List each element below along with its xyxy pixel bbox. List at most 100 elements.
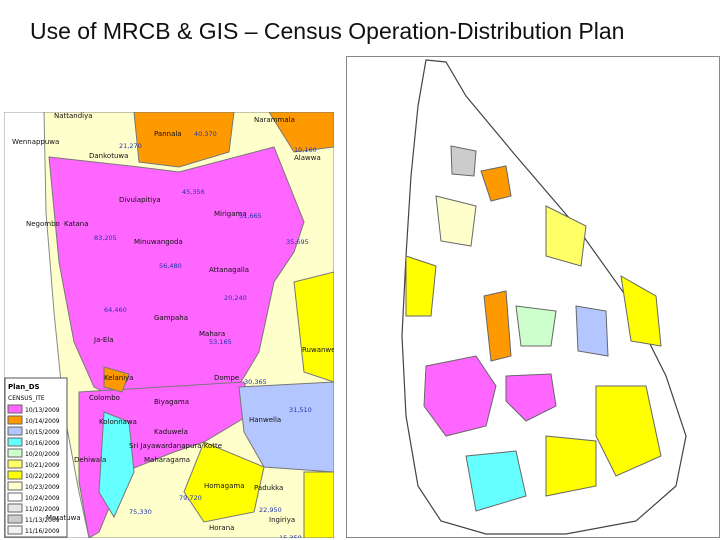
region-magenta bbox=[48, 146, 305, 403]
region-yellow bbox=[183, 441, 265, 523]
place-name: Ingiriya bbox=[269, 516, 295, 524]
figure-label: 64,460 bbox=[104, 306, 127, 314]
place-name: Ja-Ela bbox=[93, 336, 114, 344]
district-map: Plan_DS CENSUS_ITE 10/13/2009 10/14/2009 10/… bbox=[4, 112, 334, 538]
place-name: Colombo bbox=[89, 394, 120, 402]
legend-swatch bbox=[7, 415, 23, 425]
legend-field: CENSUS_ITE bbox=[8, 395, 45, 402]
region-orange bbox=[480, 165, 512, 202]
legend-swatch bbox=[7, 404, 23, 414]
legend-label: 10/15/2009 bbox=[25, 429, 60, 436]
region-pale bbox=[435, 195, 477, 247]
figure-label: 35,695 bbox=[286, 238, 309, 246]
place-name: Katana bbox=[64, 220, 89, 228]
place-name: Dompe bbox=[214, 374, 239, 382]
figure-label: 53,165 bbox=[209, 338, 232, 346]
figure-label: 75,330 bbox=[129, 508, 152, 516]
figure-label: 83,205 bbox=[94, 234, 117, 242]
region-orange bbox=[483, 290, 512, 362]
place-name: Narammala bbox=[254, 116, 295, 124]
legend-swatch bbox=[7, 525, 23, 535]
region-green bbox=[515, 305, 557, 347]
figure-label: 21,270 bbox=[119, 142, 142, 150]
region-gray bbox=[450, 145, 477, 177]
place-name: Attanagalla bbox=[209, 266, 249, 274]
region-yellow bbox=[545, 205, 587, 267]
legend-swatch bbox=[7, 426, 23, 436]
figure-label: 51,665 bbox=[239, 212, 262, 220]
legend-label: 10/20/2009 bbox=[25, 451, 60, 458]
region-yellow bbox=[405, 255, 437, 317]
legend-label: 10/14/2009 bbox=[25, 418, 60, 425]
place-name: Sri Jayawardanapura Kotte bbox=[129, 442, 222, 450]
figure-label: 15,350 bbox=[279, 534, 302, 538]
region-orange bbox=[103, 366, 130, 393]
figure-label: 45,356 bbox=[182, 188, 205, 196]
place-name: Maharagama bbox=[144, 456, 190, 464]
place-name: Dankotuwa bbox=[89, 152, 128, 160]
legend-swatch bbox=[7, 448, 23, 458]
place-name: Homagama bbox=[204, 482, 245, 490]
legend-label: 10/22/2009 bbox=[25, 473, 60, 480]
place-name: Kelaniya bbox=[104, 374, 134, 382]
place-name: Negombo bbox=[26, 220, 60, 228]
legend-label: 10/23/2009 bbox=[25, 484, 60, 491]
place-name: Padukka bbox=[254, 484, 283, 492]
place-name: Divulapitiya bbox=[119, 196, 161, 204]
place-name: Mirigama bbox=[214, 210, 247, 218]
region-cyan bbox=[98, 411, 135, 519]
legend-label: 10/16/2009 bbox=[25, 440, 60, 447]
figure-label: 22,950 bbox=[259, 506, 282, 514]
region-magenta bbox=[423, 355, 497, 437]
place-name: Biyagama bbox=[154, 398, 189, 406]
legend-label: 10/21/2009 bbox=[25, 462, 60, 469]
figure-label: 56,480 bbox=[159, 262, 182, 270]
place-labels: Nattandiya Narammala Wennappuwa Pannala Dank… bbox=[12, 112, 334, 538]
region-yellow bbox=[303, 471, 334, 538]
place-name: Mahara bbox=[199, 330, 225, 338]
place-name: Hanwella bbox=[249, 416, 281, 424]
place-name: Wennappuwa bbox=[12, 138, 59, 146]
region-blue bbox=[238, 381, 334, 473]
legend-label: 10/13/2009 bbox=[25, 407, 60, 414]
place-name: Nattandiya bbox=[54, 112, 93, 120]
figure-label: 31,510 bbox=[289, 406, 312, 414]
region-orange bbox=[133, 112, 235, 168]
place-name: Kolonnawa bbox=[99, 418, 137, 426]
region-yellow bbox=[293, 271, 334, 383]
island-map bbox=[346, 56, 720, 538]
place-name: Ruwanwella bbox=[302, 346, 334, 354]
figure-label: 10,160 bbox=[294, 146, 317, 154]
place-name: Moratuwa bbox=[46, 514, 81, 522]
region-yellow bbox=[620, 275, 662, 347]
place-name: Horana bbox=[209, 524, 234, 532]
legend-swatch bbox=[7, 470, 23, 480]
legend-swatch bbox=[7, 503, 23, 513]
legend-title: Plan_DS bbox=[8, 383, 40, 391]
place-name: Kaduwela bbox=[154, 428, 188, 436]
region-magenta bbox=[505, 373, 557, 422]
legend-label: 11/16/2009 bbox=[25, 528, 60, 535]
place-name: Dehiwala bbox=[74, 456, 106, 464]
legend-swatch bbox=[7, 459, 23, 469]
region-yellow bbox=[545, 435, 597, 497]
legend-swatch bbox=[7, 492, 23, 502]
place-name: Gampaha bbox=[154, 314, 188, 322]
figure-label: 79,720 bbox=[179, 494, 202, 502]
region-cyan bbox=[465, 450, 527, 512]
slide-title: Use of MRCB & GIS – Census Operation-Dis… bbox=[30, 18, 625, 44]
place-name: Pannala bbox=[154, 130, 182, 138]
legend: Plan_DS CENSUS_ITE 10/13/2009 10/14/2009 10/… bbox=[7, 383, 60, 535]
region-blue bbox=[575, 305, 609, 357]
legend-label: 10/24/2009 bbox=[25, 495, 60, 502]
place-name: Alawwa bbox=[294, 154, 321, 162]
legend-label: 11/13/2009 bbox=[25, 517, 60, 524]
figure-label: 20,240 bbox=[224, 294, 247, 302]
legend-swatch bbox=[7, 481, 23, 491]
legend-swatch bbox=[7, 437, 23, 447]
figure-label: 30,365 bbox=[244, 378, 267, 386]
legend-swatch bbox=[7, 514, 23, 524]
figure-label: 40,370 bbox=[194, 130, 217, 138]
region-orange bbox=[268, 112, 334, 153]
legend-label: 11/02/2009 bbox=[25, 506, 60, 513]
